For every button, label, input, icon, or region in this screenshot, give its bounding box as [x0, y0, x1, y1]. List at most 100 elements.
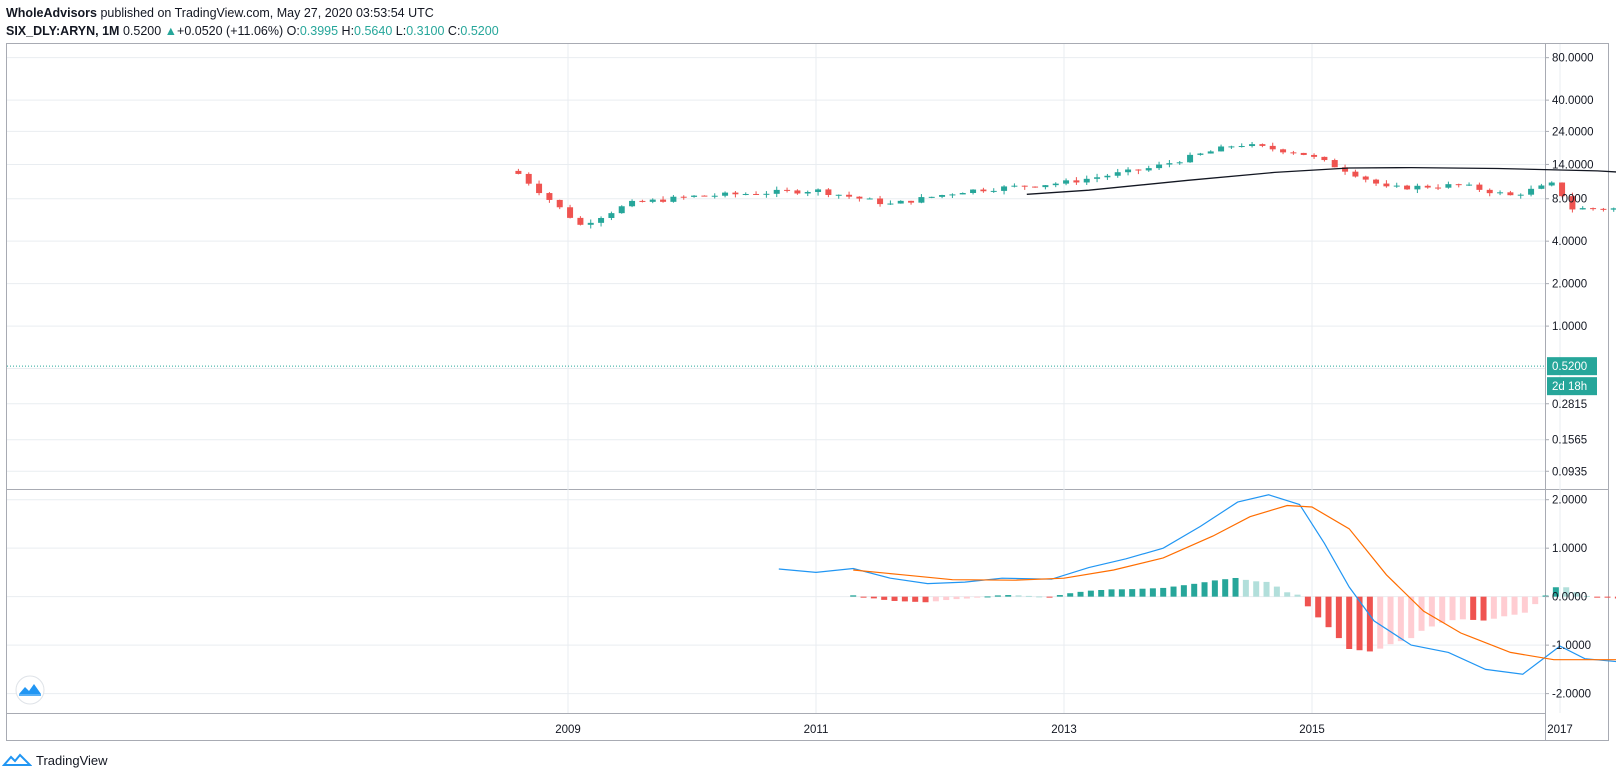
candle-body [618, 206, 625, 214]
histogram-bar [1315, 596, 1322, 618]
candle-body [629, 200, 636, 207]
candle-body [825, 189, 832, 195]
candle-body [1166, 163, 1173, 165]
histogram-bar [1490, 596, 1497, 619]
candle-body [897, 200, 904, 204]
candle-body [1610, 208, 1616, 210]
candle-body [1218, 146, 1225, 152]
candle-body [835, 194, 842, 196]
tradingview-watermark-icon[interactable] [15, 675, 45, 705]
histogram-bar [870, 596, 877, 599]
candle-body [1528, 188, 1535, 195]
candle-body [577, 217, 584, 225]
candle-body [918, 197, 925, 203]
candle-body [1414, 185, 1421, 190]
candle-body [877, 198, 884, 205]
y-tick-label: 8.0000 [1552, 194, 1587, 206]
candle-body [1600, 208, 1607, 210]
histogram-bar [1129, 589, 1136, 597]
histogram-bar [1459, 596, 1466, 620]
candle-body [1569, 196, 1576, 210]
close-label: C: [447, 24, 461, 38]
candle-body [536, 183, 543, 194]
candle-body [887, 203, 894, 205]
candle-body [1104, 175, 1111, 178]
candle-body [1476, 184, 1483, 190]
histogram-bar [1387, 596, 1394, 645]
histogram-bar [1180, 585, 1187, 597]
candle-body [784, 189, 791, 191]
histogram-bar [912, 596, 919, 602]
ohlc-line: SIX_DLY:ARYN, 1M 0.5200 ▲+0.0520 (+11.06… [6, 22, 499, 40]
brand-name: TradingView [36, 752, 108, 768]
histogram-bar [1087, 590, 1094, 597]
histogram-bar [1139, 588, 1146, 597]
macd-line [778, 494, 1616, 675]
candle-body [670, 196, 677, 202]
histogram-bar [974, 596, 981, 598]
candle-body [1331, 160, 1338, 168]
candle-body [1352, 171, 1359, 177]
histogram-bar [1211, 580, 1218, 597]
footer-brand[interactable]: TradingView [2, 751, 108, 769]
candle-body [1207, 151, 1214, 154]
histogram-bar [1263, 581, 1270, 597]
histogram-bar [901, 596, 908, 602]
histogram-bar [1614, 596, 1616, 599]
candle-body [1393, 185, 1400, 187]
histogram-bar [1532, 596, 1539, 605]
time-axis[interactable]: 20092011201320152017201920212023 [555, 724, 1616, 736]
price-axis[interactable]: 80.0000 40.0000 24.0000 14.0000 8.0000 4.0000… [1545, 53, 1594, 479]
low-value: 0.3100 [406, 24, 445, 38]
histogram-bar [1542, 595, 1549, 597]
candle-body [1094, 177, 1101, 179]
candle-body [639, 200, 646, 202]
last-value: 0.5200 [122, 24, 162, 38]
histogram-bar [881, 596, 888, 600]
histogram-bar [891, 596, 898, 601]
tradingview-logo-icon [2, 753, 32, 766]
candle-body [1032, 186, 1039, 188]
open-value: 0.3995 [299, 24, 339, 38]
candle-body [753, 193, 760, 195]
histogram-bar [1346, 596, 1353, 650]
histogram-bar [1377, 596, 1384, 649]
histogram-bar [1242, 579, 1249, 597]
candle-body [1404, 185, 1411, 190]
macd-axis[interactable]: 2.0000 1.0000 0.0000 -1.0000 -2.0000 [1545, 495, 1591, 701]
price-badges: 0.5200 2d 18h [1547, 357, 1597, 396]
signal-line [853, 504, 1616, 661]
histogram-bar [1356, 596, 1363, 651]
histogram-bar [1036, 596, 1043, 598]
candle-body [959, 193, 966, 195]
histogram-bar [1098, 589, 1105, 597]
symbol-label[interactable]: SIX_DLY:ARYN, 1M [6, 24, 120, 38]
candle-body [1083, 178, 1090, 183]
x-tick-label: 2011 [804, 724, 829, 736]
author-name[interactable]: WholeAdvisors [6, 6, 97, 20]
histogram-bar [1408, 596, 1415, 639]
histogram-bar [1501, 596, 1508, 617]
histogram-bar [1304, 596, 1311, 607]
histogram-bar [932, 596, 939, 602]
candle-body [1559, 182, 1566, 197]
change-value: +0.0520 (+11.06%) [177, 24, 284, 38]
candle-body [1590, 208, 1597, 210]
candles [515, 141, 1616, 229]
candle-body [1290, 152, 1297, 154]
candle-body [804, 191, 811, 194]
histogram-bar [1397, 596, 1404, 642]
histogram-bar [1191, 583, 1198, 597]
candle-body [908, 200, 915, 203]
candle-body [1114, 172, 1121, 176]
candle-body [1249, 144, 1256, 147]
candle-body [587, 222, 594, 225]
candle-body [1362, 176, 1369, 180]
candle-body [815, 189, 822, 192]
histogram-bar [1480, 596, 1487, 621]
candle-body [846, 194, 853, 197]
candle-body [1259, 144, 1266, 146]
histogram-bar [850, 595, 857, 597]
x-tick-label: 2017 [1547, 724, 1573, 736]
